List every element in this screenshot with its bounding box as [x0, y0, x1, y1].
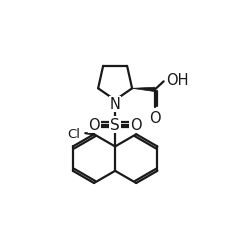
Text: OH: OH — [166, 72, 189, 87]
Text: O: O — [149, 110, 161, 125]
Text: O: O — [130, 118, 142, 133]
Text: S: S — [110, 118, 120, 133]
Text: N: N — [110, 97, 121, 112]
Polygon shape — [132, 88, 155, 92]
Text: Cl: Cl — [67, 127, 80, 140]
Text: O: O — [89, 118, 100, 133]
